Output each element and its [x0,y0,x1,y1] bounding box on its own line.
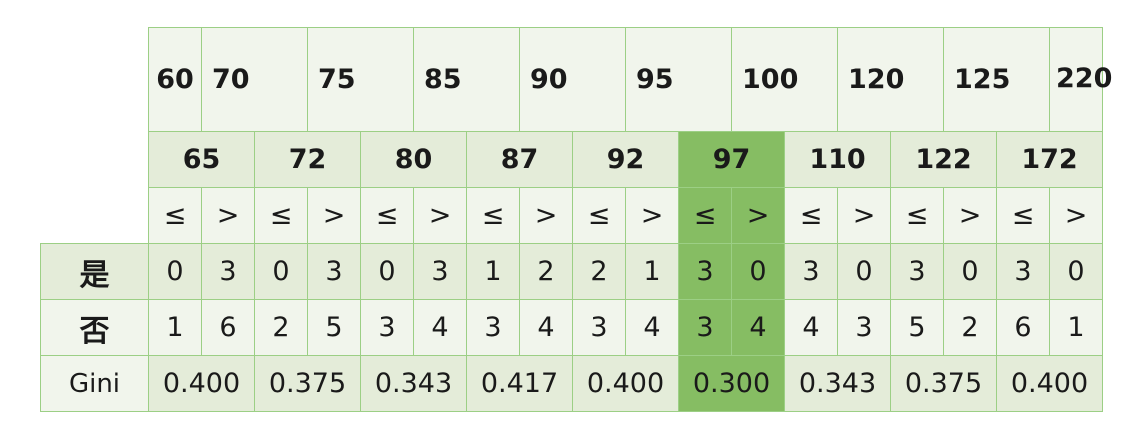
yes-count-cell: 1 [466,243,520,300]
le-symbol-cell: ≤ [784,187,838,244]
no-count-cell: 3 [360,299,414,356]
gini-value-cell: 0.375 [890,355,997,412]
gt-symbol-cell: > [307,187,361,244]
split-point-cell: 65 [148,131,255,188]
yes-count-cell: 2 [572,243,626,300]
gini-value-cell: 0.400 [148,355,255,412]
le-symbol-cell: ≤ [996,187,1050,244]
gt-symbol-cell: > [943,187,997,244]
no-count-cell: 3 [837,299,891,356]
no-count-cell: 4 [413,299,467,356]
yes-count-cell: 3 [890,243,944,300]
le-symbol-cell: ≤ [678,187,732,244]
no-count-cell: 4 [784,299,838,356]
value-header-cell: 120 [837,27,944,132]
split-point-cell: 172 [996,131,1103,188]
split-point-cell: 97 [678,131,785,188]
value-header-cell: 85 [413,27,520,132]
row-label-gini: Gini [40,355,149,412]
value-header-cell: 75 [307,27,414,132]
yes-count-cell: 3 [678,243,732,300]
le-symbol-cell: ≤ [890,187,944,244]
gt-symbol-cell: > [837,187,891,244]
value-header-cell: 95 [625,27,732,132]
split-point-cell: 92 [572,131,679,188]
no-count-cell: 4 [625,299,679,356]
yes-count-cell: 0 [837,243,891,300]
no-count-cell: 3 [466,299,520,356]
no-count-cell: 4 [731,299,785,356]
row-label-no: 否 [40,299,149,356]
blank-corner [40,27,149,244]
split-point-cell: 72 [254,131,361,188]
gt-symbol-cell: > [1049,187,1103,244]
gini-value-cell: 0.343 [784,355,891,412]
yes-count-cell: 0 [360,243,414,300]
no-count-cell: 5 [307,299,361,356]
le-symbol-cell: ≤ [148,187,202,244]
no-count-cell: 1 [148,299,202,356]
split-point-cell: 122 [890,131,997,188]
split-point-cell: 110 [784,131,891,188]
row-label-yes: 是 [40,243,149,300]
no-count-cell: 3 [572,299,626,356]
yes-count-cell: 0 [731,243,785,300]
value-header-cell: 100 [731,27,838,132]
gt-symbol-cell: > [201,187,255,244]
yes-count-cell: 0 [943,243,997,300]
value-header-cell: 125 [943,27,1050,132]
le-symbol-cell: ≤ [360,187,414,244]
yes-count-cell: 0 [254,243,308,300]
yes-count-cell: 1 [625,243,679,300]
gini-split-table: 60 70 75 85 90 95 100 120 125 220 65 72 80 87 92 97 110 1… [40,27,1112,412]
gini-value-cell: 0.400 [996,355,1103,412]
value-header-cell: 60 [148,27,202,132]
no-count-cell: 2 [254,299,308,356]
gini-value-cell: 0.343 [360,355,467,412]
gt-symbol-cell: > [519,187,573,244]
value-header-cell: 90 [519,27,626,132]
no-count-cell: 6 [996,299,1050,356]
gt-symbol-cell: > [625,187,679,244]
split-point-cell: 80 [360,131,467,188]
yes-count-cell: 3 [201,243,255,300]
yes-count-cell: 2 [519,243,573,300]
yes-count-cell: 3 [307,243,361,300]
no-count-cell: 5 [890,299,944,356]
yes-count-cell: 3 [413,243,467,300]
gt-symbol-cell: > [731,187,785,244]
split-point-cell: 87 [466,131,573,188]
gini-value-cell: 0.400 [572,355,679,412]
gini-value-cell: 0.417 [466,355,573,412]
no-count-cell: 4 [519,299,573,356]
no-count-cell: 3 [678,299,732,356]
le-symbol-cell: ≤ [572,187,626,244]
no-count-cell: 2 [943,299,997,356]
gt-symbol-cell: > [413,187,467,244]
le-symbol-cell: ≤ [466,187,520,244]
no-count-cell: 6 [201,299,255,356]
gini-value-cell: 0.375 [254,355,361,412]
yes-count-cell: 3 [996,243,1050,300]
yes-count-cell: 0 [148,243,202,300]
no-count-cell: 1 [1049,299,1103,356]
yes-count-cell: 3 [784,243,838,300]
le-symbol-cell: ≤ [254,187,308,244]
value-header-cell: 70 [201,27,308,132]
yes-count-cell: 0 [1049,243,1103,300]
gini-value-cell: 0.300 [678,355,785,412]
value-header-cell: 220 [1049,27,1112,132]
